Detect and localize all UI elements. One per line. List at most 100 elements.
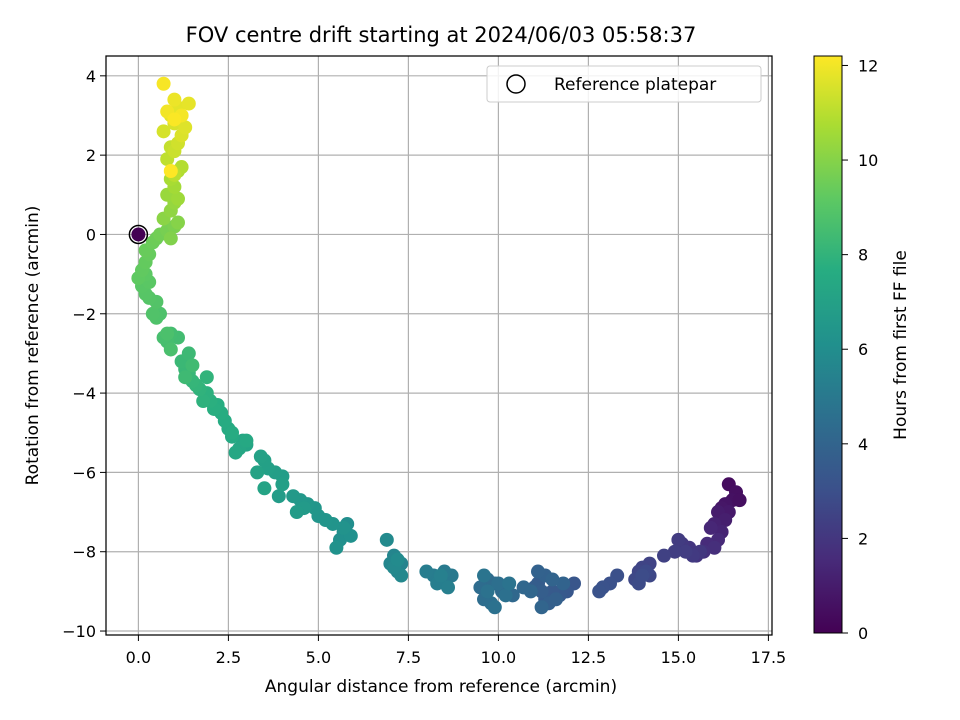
data-point: [286, 489, 301, 504]
data-point: [718, 512, 733, 527]
colorbar-tick-label: 0: [858, 624, 868, 643]
legend: Reference platepar: [486, 65, 762, 103]
data-point: [531, 564, 545, 579]
data-point: [498, 588, 513, 603]
colorbar-gradient: [814, 56, 842, 633]
colorbar-label: Hours from first FF file: [891, 250, 911, 440]
data-point: [163, 342, 178, 357]
data-point: [477, 568, 491, 583]
data-point: [657, 548, 671, 563]
x-axis-label: Angular distance from reference (arcmin): [265, 677, 617, 697]
y-tick-label: −10: [62, 622, 96, 641]
data-point: [480, 584, 495, 599]
data-point: [390, 552, 405, 567]
data-point: [185, 358, 200, 373]
y-tick-label: −4: [72, 384, 96, 403]
data-point: [707, 540, 722, 555]
y-tick-label: 4: [86, 67, 96, 86]
data-point: [635, 568, 650, 583]
data-point: [671, 532, 686, 547]
data-point: [592, 584, 607, 599]
reference-marker: [128, 224, 149, 245]
data-point: [156, 124, 171, 139]
data-point: [131, 227, 146, 242]
colorbar-tick-label: 8: [858, 246, 868, 265]
data-point: [178, 120, 193, 135]
data-point: [534, 600, 549, 615]
x-tick-label: 0.0: [126, 648, 151, 667]
x-tick-label: 10.0: [481, 648, 517, 667]
data-point: [253, 449, 268, 464]
legend-reference-marker: [506, 74, 526, 94]
x-tick-label: 12.5: [571, 648, 607, 667]
data-point: [196, 394, 211, 409]
data-point: [491, 576, 506, 591]
colorbar-tick-label: 12: [858, 56, 878, 75]
data-point: [145, 306, 160, 321]
data-point: [199, 370, 214, 385]
data-point: [487, 600, 502, 615]
data-point: [433, 568, 448, 583]
y-axis-ticks: −10 −8 −6 −4 −2 0 2 4: [62, 67, 106, 641]
data-point: [732, 493, 747, 508]
colorbar-frame: [813, 55, 843, 634]
data-point: [271, 489, 286, 504]
data-point: [545, 572, 560, 587]
x-tick-label: 5.0: [306, 648, 331, 667]
data-point: [239, 433, 254, 448]
y-tick-label: −6: [72, 463, 96, 482]
data-point: [163, 231, 178, 246]
plot-frame: [105, 55, 773, 636]
y-tick-label: 2: [86, 146, 96, 165]
colorbar: 0 2 4 6 8 10 12 Hours from first FF file: [813, 55, 911, 643]
colorbar-tick-label: 10: [858, 151, 878, 170]
y-tick-label: −8: [72, 543, 96, 562]
chart-title: FOV centre drift starting at 2024/06/03 …: [186, 23, 697, 47]
y-tick-label: −2: [72, 305, 96, 324]
data-point: [160, 326, 175, 341]
y-tick-label: 0: [86, 225, 96, 244]
data-point: [419, 564, 434, 579]
colorbar-tick-label: 4: [858, 435, 868, 454]
x-tick-label: 17.5: [751, 648, 787, 667]
data-point: [678, 544, 693, 559]
colorbar-tick-label: 2: [858, 529, 868, 548]
legend-label: Reference platepar: [554, 75, 716, 95]
data-point: [167, 92, 182, 107]
data-point: [329, 540, 344, 555]
data-point: [667, 544, 682, 559]
data-point: [516, 580, 531, 595]
data-point: [250, 465, 265, 480]
data-point: [289, 505, 304, 520]
data-point: [163, 164, 178, 179]
x-tick-label: 15.0: [661, 648, 697, 667]
plot-area: [106, 56, 772, 635]
data-point: [549, 592, 563, 607]
data-point: [257, 481, 272, 496]
data-point: [181, 346, 196, 361]
colorbar-ticks: 0 2 4 6 8 10 12: [842, 56, 878, 643]
reference-platepar-marker: [128, 224, 149, 245]
data-point: [502, 576, 517, 591]
data-point: [556, 576, 571, 591]
data-point: [167, 112, 182, 127]
data-point: [181, 96, 196, 111]
data-point: [703, 520, 718, 535]
data-point: [441, 580, 455, 595]
data-point: [171, 215, 185, 230]
data-point: [225, 425, 239, 440]
x-tick-label: 7.5: [396, 648, 421, 667]
x-axis-ticks: 0.0 2.5 5.0 7.5 10.0 12.5 15.0 17.5: [126, 635, 787, 667]
x-tick-label: 2.5: [216, 648, 241, 667]
y-axis-label: Rotation from reference (arcmin): [23, 206, 43, 486]
data-point: [171, 191, 185, 206]
data-point: [336, 520, 351, 535]
data-point: [534, 584, 549, 599]
data-point: [156, 76, 171, 91]
data-point: [228, 445, 243, 460]
data-point: [275, 477, 290, 492]
data-point: [178, 370, 193, 385]
data-point: [379, 532, 394, 547]
scatter-points: [131, 76, 747, 615]
